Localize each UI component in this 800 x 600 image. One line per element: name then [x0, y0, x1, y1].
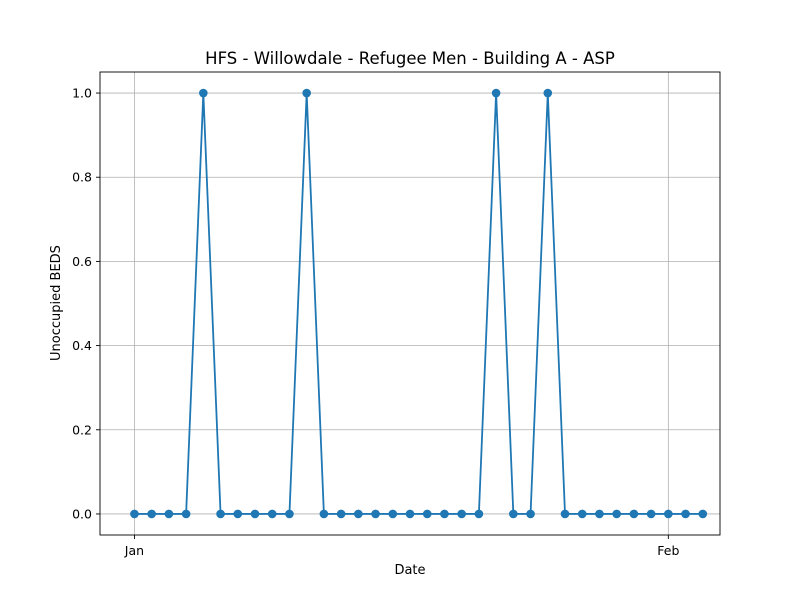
data-point — [509, 509, 518, 519]
data-point — [491, 88, 501, 98]
data-point — [422, 509, 432, 519]
data-point — [698, 509, 708, 519]
data-point — [371, 509, 380, 519]
data-point — [595, 509, 604, 519]
y-tick-label: 1.0 — [72, 86, 92, 101]
x-tick-label: Jan — [124, 543, 144, 558]
data-point — [440, 509, 449, 519]
ticks: 0.0 0.2 0.4 0.6 0.8 1.0 Jan Feb — [72, 86, 679, 558]
series-line — [134, 92, 703, 515]
data-point — [612, 509, 621, 519]
data-point — [199, 88, 208, 98]
x-axis-label: Date — [394, 563, 425, 578]
chart-title: HFS - Willowdale - Refugee Men - Buildin… — [205, 49, 615, 68]
data-point — [181, 509, 191, 519]
data-point — [681, 509, 690, 519]
data-point — [543, 88, 553, 98]
y-tick-label: 0.0 — [72, 506, 92, 521]
data-point — [147, 509, 156, 519]
data-point — [233, 509, 243, 519]
y-tick-label: 0.8 — [72, 170, 92, 185]
x-tick-label: Feb — [657, 543, 679, 558]
plot-frame — [99, 71, 721, 536]
series — [130, 88, 708, 519]
data-point — [646, 509, 656, 519]
grid — [100, 72, 720, 535]
data-point — [474, 509, 484, 519]
data-point — [302, 88, 311, 98]
data-point — [130, 509, 139, 519]
data-point — [629, 509, 639, 519]
data-point — [336, 509, 346, 519]
data-point — [354, 509, 363, 519]
y-tick-label: 0.2 — [72, 422, 92, 437]
y-axis-label: Unoccupied BEDS — [49, 245, 64, 361]
data-point — [526, 509, 535, 519]
data-point — [267, 509, 277, 519]
data-point — [250, 509, 260, 519]
data-point — [664, 509, 673, 519]
data-point — [560, 509, 570, 519]
data-point — [164, 509, 174, 519]
data-point — [285, 509, 294, 519]
data-point — [405, 509, 415, 519]
y-tick-label: 0.6 — [72, 254, 92, 269]
data-point — [319, 509, 329, 519]
y-tick-label: 0.4 — [72, 338, 92, 353]
data-point — [216, 509, 225, 519]
data-point — [457, 509, 466, 519]
data-point — [388, 509, 398, 519]
data-point — [577, 509, 587, 519]
